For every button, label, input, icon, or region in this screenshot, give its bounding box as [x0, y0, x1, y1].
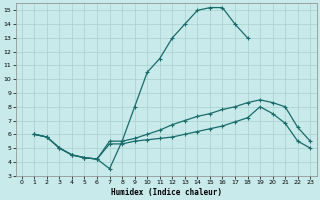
X-axis label: Humidex (Indice chaleur): Humidex (Indice chaleur)	[110, 188, 221, 197]
